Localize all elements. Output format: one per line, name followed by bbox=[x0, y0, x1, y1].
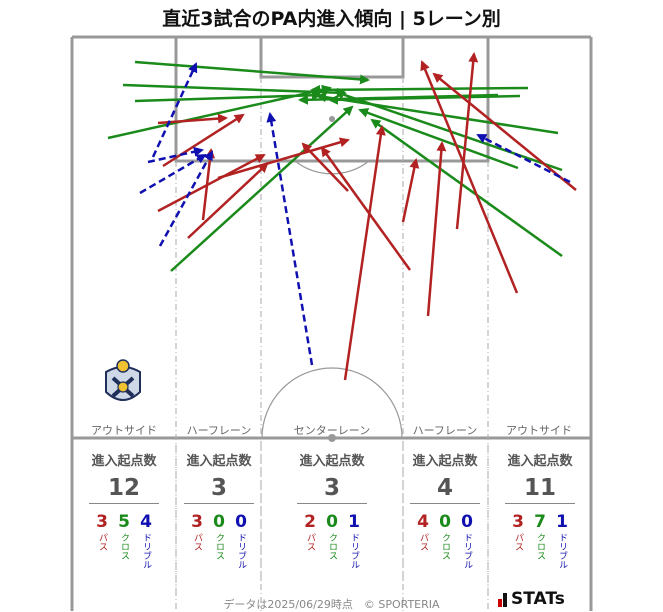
pass-arrow bbox=[432, 72, 577, 191]
stat-header: 進入起点数 bbox=[91, 454, 157, 469]
cross-count: 7 bbox=[534, 512, 546, 532]
cross-arrow bbox=[298, 93, 499, 105]
cross-label: クロス bbox=[440, 533, 450, 560]
pass-arrow bbox=[401, 158, 420, 223]
lane-stats-half-right: 進入起点数 4 4 パス 0 クロス 0 ドリブル bbox=[400, 450, 490, 569]
dribble-arrows bbox=[139, 62, 571, 366]
dribble-count: 1 bbox=[556, 512, 568, 532]
brand-name: STATs bbox=[511, 589, 565, 609]
pass-count: 3 bbox=[96, 512, 108, 532]
stat-total: 4 bbox=[436, 475, 453, 501]
stat-header: 進入起点数 bbox=[186, 454, 252, 469]
pass-count: 3 bbox=[512, 512, 524, 532]
pass-arrow bbox=[217, 137, 350, 180]
page-title: 直近3試合のPA内進入傾向 | 5レーン別 bbox=[162, 8, 501, 30]
lane-label-half-left: ハーフレーン bbox=[186, 424, 252, 437]
pass-count: 4 bbox=[417, 512, 429, 532]
dribble-label: ドリブル bbox=[557, 533, 567, 569]
dribble-arrow bbox=[147, 146, 204, 164]
cross-arrow bbox=[170, 105, 354, 272]
lane-label-out-left: アウトサイド bbox=[91, 424, 157, 437]
pass-arrow bbox=[420, 60, 519, 294]
dribble-count: 4 bbox=[140, 512, 152, 532]
cross-arrow bbox=[334, 89, 563, 172]
cross-arrow bbox=[316, 92, 559, 135]
dribble-label: ドリブル bbox=[349, 533, 359, 569]
pass-arrow bbox=[426, 141, 447, 317]
stat-total: 11 bbox=[523, 475, 556, 501]
cross-arrows bbox=[107, 60, 563, 272]
cross-arrow bbox=[122, 83, 347, 98]
dribble-arrow bbox=[476, 133, 571, 184]
cross-arrow bbox=[310, 84, 529, 95]
lane-label-center: センターレーン bbox=[293, 424, 371, 437]
stat-total: 3 bbox=[323, 475, 340, 501]
dribble-label: ドリブル bbox=[236, 533, 246, 569]
cross-count: 0 bbox=[213, 512, 225, 532]
pass-label: パス bbox=[192, 533, 202, 551]
pass-arrow bbox=[187, 162, 269, 239]
dribble-count: 1 bbox=[348, 512, 360, 532]
lane-label-out-right: アウトサイド bbox=[506, 424, 572, 437]
stat-total: 3 bbox=[210, 475, 227, 501]
cross-count: 5 bbox=[118, 512, 130, 532]
cross-count: 0 bbox=[439, 512, 451, 532]
footer-note: データは2025/06/29時点 © SPORTERIA bbox=[223, 598, 440, 611]
dribble-arrow bbox=[151, 62, 198, 158]
cross-label: クロス bbox=[327, 533, 337, 560]
pass-arrow bbox=[157, 153, 266, 213]
dribble-arrow bbox=[266, 112, 314, 366]
dribble-count: 0 bbox=[461, 512, 473, 532]
team-crest-icon bbox=[105, 359, 141, 401]
pass-label: パス bbox=[305, 533, 315, 551]
cross-arrow bbox=[107, 84, 332, 140]
lane-stats-out-left: 進入起点数 12 3 パス 5 クロス 4 ドリブル bbox=[79, 450, 169, 569]
stat-header: 進入起点数 bbox=[412, 454, 478, 469]
cross-arrow bbox=[134, 60, 370, 85]
stat-total: 12 bbox=[107, 475, 140, 501]
pass-arrows bbox=[157, 52, 577, 381]
dribble-arrow bbox=[139, 153, 207, 195]
lane-stats-out-right: 進入起点数 11 3 パス 7 クロス 1 ドリブル bbox=[495, 450, 585, 569]
lane-label-half-right: ハーフレーン bbox=[412, 424, 478, 437]
pass-arrow bbox=[201, 148, 216, 221]
dribble-label: ドリブル bbox=[462, 533, 472, 569]
pass-count: 2 bbox=[304, 512, 316, 532]
lane-stats-center: 進入起点数 3 2 パス 0 クロス 1 ドリブル bbox=[287, 450, 377, 569]
pass-label: パス bbox=[418, 533, 428, 551]
pass-arrow bbox=[455, 52, 479, 230]
cross-label: クロス bbox=[535, 533, 545, 560]
pass-arrow bbox=[301, 142, 349, 192]
stat-header: 進入起点数 bbox=[507, 454, 573, 469]
pass-arrow bbox=[343, 125, 386, 381]
dribble-label: ドリブル bbox=[141, 533, 151, 569]
pass-label: パス bbox=[97, 533, 107, 551]
stat-header: 進入起点数 bbox=[299, 454, 365, 469]
cross-arrow bbox=[358, 108, 519, 170]
lane-stats-half-left: 進入起点数 3 3 パス 0 クロス 0 ドリブル bbox=[174, 450, 264, 569]
stats-logo-icon: STATs bbox=[498, 589, 565, 609]
cross-arrow bbox=[370, 118, 563, 258]
cross-label: クロス bbox=[214, 533, 224, 560]
cross-count: 0 bbox=[326, 512, 338, 532]
pass-arrow bbox=[320, 146, 412, 271]
pass-count: 3 bbox=[191, 512, 203, 532]
dribble-count: 0 bbox=[235, 512, 247, 532]
pass-label: パス bbox=[513, 533, 523, 551]
cross-label: クロス bbox=[119, 533, 129, 560]
pass-arrow bbox=[162, 113, 245, 168]
dribble-arrow bbox=[158, 150, 214, 247]
